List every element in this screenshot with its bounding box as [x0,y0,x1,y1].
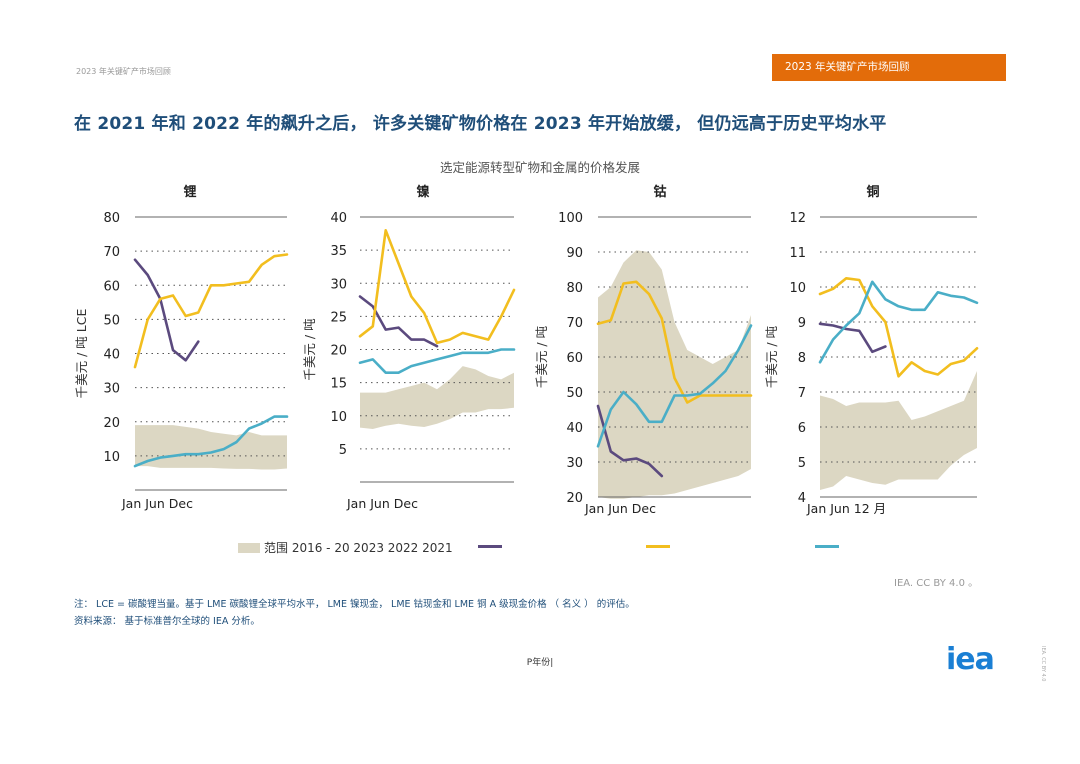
y-tick-label: 10 [330,410,347,425]
y-tick-label: 5 [339,443,347,458]
source-text: 资料来源： 基于标准普尔全球的 IEA 分析。 [74,616,260,627]
panel-title: 锂 [183,184,196,200]
y-tick-label: 4 [798,491,806,506]
y-tick-label: 8 [798,351,806,366]
x-axis-label: Jan Jun 12 月 [806,501,886,516]
legend-line-2023 [478,545,502,548]
header-left-title: 2023 年关键矿产市场回顾 [76,67,171,76]
range-band [135,425,287,470]
legend-line-2022 [646,545,670,548]
y-tick-label: 90 [566,246,583,261]
y-axis-label: 千美元 / 吨 [764,325,779,388]
y-tick-label: 50 [103,313,120,328]
x-axis-label: Jan Jun Dec [584,501,656,516]
series-line-2021 [133,415,289,468]
chart-subtitle: 选定能源转型矿物和金属的价格发展 [439,160,640,175]
y-tick-label: 30 [330,277,347,292]
y-tick-label: 12 [789,211,806,226]
series-line-2023 [818,322,887,354]
y-tick-label: 100 [558,211,583,226]
series-line-2023 [358,295,439,348]
series-line-2021 [596,324,753,448]
y-tick-label: 5 [798,456,806,471]
credit-text: IEA. CC BY 4.0 。 [894,578,979,589]
range-band [820,371,977,490]
legend-range-label: 范围 2016 - 20 [264,541,350,555]
y-tick-label: 9 [798,316,806,331]
series-line-2022 [818,277,979,378]
y-axis-label: 千美元 / 吨 [302,318,317,381]
y-tick-label: 80 [103,211,120,226]
series-line-2022 [133,253,289,369]
series-line-2022 [358,229,516,345]
y-tick-label: 10 [103,450,120,465]
series-line-2021 [818,280,979,364]
legend-line-2021 [815,545,839,548]
y-tick-label: 40 [566,421,583,436]
x-axis-label: Jan Jun Dec [346,496,418,511]
y-tick-label: 10 [789,281,806,296]
headline: 在 2021 年和 2022 年的飙升之后， 许多关键矿物价格在 2023 年开… [74,114,887,134]
panel-title: 镍 [416,184,429,200]
series-line-2021 [358,348,516,374]
range-band [360,366,514,429]
y-tick-label: 30 [566,456,583,471]
iea-logo: iea [946,642,995,677]
header-badge: 2023 年关键矿产市场回顾 [772,54,1006,81]
y-tick-label: 60 [566,351,583,366]
y-tick-label: 40 [103,348,120,363]
legend-years-label: 2023 2022 2021 [353,541,453,555]
y-axis-label: 千美元 / 吨 LCE [74,309,89,399]
y-tick-label: 50 [566,386,583,401]
y-tick-label: 25 [330,310,347,325]
y-tick-label: 35 [330,244,347,259]
y-tick-label: 6 [798,421,806,436]
y-tick-label: 40 [330,211,347,226]
y-axis-label: 千美元 / 吨 [534,325,549,388]
y-tick-label: 20 [330,344,347,359]
y-tick-label: 80 [566,281,583,296]
panel-title: 钴 [653,184,666,200]
panel-title: 铜 [865,184,879,200]
legend-range-swatch [238,543,260,553]
y-tick-label: 30 [103,382,120,397]
y-tick-label: 70 [103,245,120,260]
side-license-tag: IEA. CC BY 4.0 [1040,646,1046,682]
y-tick-label: 15 [330,377,347,392]
y-tick-label: 20 [103,416,120,431]
y-tick-label: 7 [798,386,806,401]
series-line-2023 [133,258,200,362]
series-line-2023 [596,404,664,478]
note-text: 注： LCE = 碳酸锂当量。基于 LME 碳酸锂全球平均水平， LME 镍现金… [74,599,635,610]
x-axis-label: Jan Jun Dec [121,496,193,511]
y-tick-label: 20 [566,491,583,506]
legend: 范围 2016 - 20 2023 2022 2021 [238,539,453,556]
y-tick-label: 60 [103,279,120,294]
y-tick-label: 11 [789,246,806,261]
y-tick-label: 70 [566,316,583,331]
series-line-2022 [596,280,753,404]
page-number: P年份| [526,658,554,668]
